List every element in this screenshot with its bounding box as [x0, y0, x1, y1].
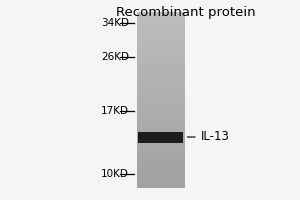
Text: 17KD: 17KD: [101, 106, 129, 116]
Bar: [138, 132, 183, 143]
Text: Recombinant protein: Recombinant protein: [116, 6, 256, 19]
Text: IL-13: IL-13: [201, 131, 230, 144]
Text: 26KD: 26KD: [101, 52, 129, 62]
Text: 10KD: 10KD: [101, 169, 129, 179]
Text: 34KD: 34KD: [101, 18, 129, 28]
